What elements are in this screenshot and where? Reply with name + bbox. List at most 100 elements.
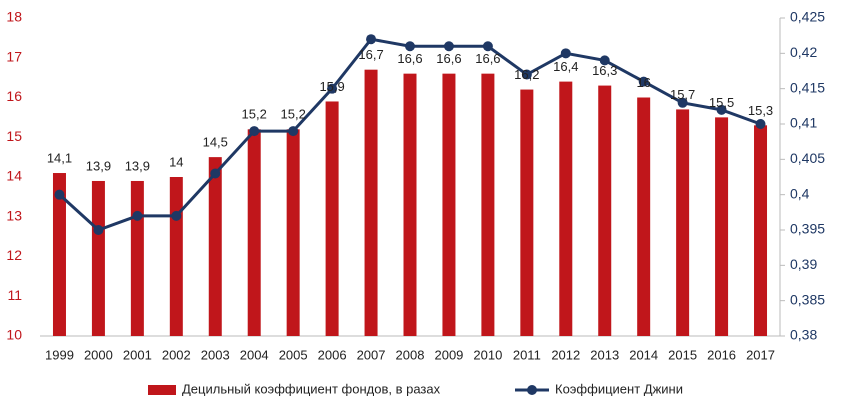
bar <box>169 177 183 336</box>
bar <box>754 125 768 336</box>
x-tick-label: 2006 <box>318 347 347 362</box>
data-label: 16,6 <box>436 51 461 66</box>
y-tick-label: 12 <box>6 247 22 263</box>
bar <box>559 81 573 336</box>
bar <box>481 73 495 337</box>
line-marker <box>171 210 182 221</box>
line-marker <box>560 48 571 59</box>
data-label: 16,4 <box>553 59 578 74</box>
data-label: 16,6 <box>397 51 422 66</box>
x-tick-label: 2001 <box>123 347 152 362</box>
line-marker <box>405 41 415 52</box>
legend-label: Коэффициент Джини <box>555 381 683 396</box>
y2-tick-label: 0,4 <box>790 185 810 201</box>
data-label: 14,1 <box>47 150 72 165</box>
bar <box>637 97 651 336</box>
data-label: 16,7 <box>358 47 383 62</box>
y2-tick-label: 0,42 <box>790 44 817 60</box>
y2-tick-label: 0,385 <box>790 291 825 307</box>
legend-swatch <box>148 385 176 395</box>
x-tick-label: 2003 <box>201 347 230 362</box>
bar <box>520 89 534 336</box>
x-tick-label: 2009 <box>434 347 463 362</box>
line-marker <box>132 210 143 221</box>
line-marker <box>521 69 532 80</box>
x-tick-label: 2012 <box>551 347 580 362</box>
bar <box>52 173 66 336</box>
y2-tick-label: 0,415 <box>790 79 825 95</box>
data-label: 13,9 <box>125 158 150 173</box>
x-tick-label: 2008 <box>396 347 425 362</box>
data-label: 15,5 <box>709 95 734 110</box>
data-label: 13,9 <box>86 158 111 173</box>
bar <box>247 129 261 336</box>
bar <box>286 129 300 336</box>
line-marker <box>327 83 338 94</box>
bar <box>403 73 417 337</box>
y2-tick-label: 0,425 <box>790 9 825 25</box>
x-tick-label: 2011 <box>513 347 541 362</box>
x-tick-label: 2015 <box>668 347 697 362</box>
data-label: 15,9 <box>319 79 344 94</box>
bar <box>442 73 456 337</box>
line-marker <box>366 34 377 45</box>
data-label: 14,5 <box>203 135 228 150</box>
line-marker <box>755 119 766 129</box>
y-tick-label: 11 <box>7 287 22 303</box>
x-tick-label: 2000 <box>84 347 113 362</box>
bar <box>130 180 144 336</box>
line-marker <box>210 168 221 179</box>
x-tick-label: 1999 <box>45 347 74 362</box>
line-marker <box>54 189 65 200</box>
x-tick-label: 2017 <box>746 347 775 362</box>
y2-tick-label: 0,41 <box>790 115 817 131</box>
y-tick-label: 10 <box>6 327 22 343</box>
data-label: 16,6 <box>475 51 500 66</box>
y-tick-label: 15 <box>6 128 22 144</box>
y2-tick-label: 0,405 <box>790 150 825 166</box>
y-tick-label: 13 <box>6 207 22 223</box>
line-marker <box>288 126 299 137</box>
y-tick-label: 18 <box>6 9 22 25</box>
bar <box>715 117 729 336</box>
data-label: 15,2 <box>281 107 306 122</box>
line-marker <box>482 41 493 52</box>
x-tick-label: 2016 <box>707 347 736 362</box>
legend-marker <box>527 385 537 395</box>
data-label: 14 <box>169 154 183 169</box>
x-tick-label: 2010 <box>473 347 502 362</box>
y-tick-label: 17 <box>6 48 22 64</box>
x-tick-label: 2004 <box>240 347 269 362</box>
x-tick-label: 2007 <box>357 347 386 362</box>
line-marker <box>677 97 688 108</box>
data-label: 15,2 <box>242 107 267 122</box>
line-marker <box>716 104 727 115</box>
data-label: 15,3 <box>748 103 773 118</box>
y-tick-label: 14 <box>6 168 22 184</box>
x-tick-label: 2002 <box>162 347 191 362</box>
bar <box>364 69 378 337</box>
x-tick-label: 2013 <box>590 347 619 362</box>
data-label: 15,7 <box>670 87 695 102</box>
line-marker <box>93 225 104 235</box>
x-tick-label: 2005 <box>279 347 308 362</box>
x-tick-label: 2014 <box>629 347 658 362</box>
bar <box>676 109 690 336</box>
bar <box>598 85 612 336</box>
y2-tick-label: 0,39 <box>790 256 817 272</box>
y2-tick-label: 0,395 <box>790 221 825 237</box>
y2-tick-label: 0,38 <box>790 327 817 343</box>
bar <box>91 180 105 336</box>
line-marker <box>638 76 649 87</box>
legend-label: Децильный коэффициент фондов, в разах <box>182 381 441 396</box>
y-tick-label: 16 <box>6 88 22 104</box>
line-marker <box>599 55 610 66</box>
line-marker <box>249 126 260 137</box>
bar <box>208 157 222 336</box>
data-label: 16,2 <box>514 67 539 82</box>
line-marker <box>443 41 454 52</box>
data-label: 16 <box>636 75 650 90</box>
bar <box>325 101 339 336</box>
data-label: 16,3 <box>592 63 617 78</box>
